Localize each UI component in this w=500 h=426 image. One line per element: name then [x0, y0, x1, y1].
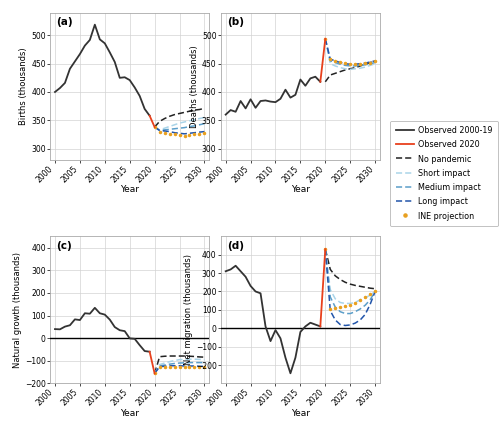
- Y-axis label: Births (thousands): Births (thousands): [20, 48, 28, 125]
- X-axis label: Year: Year: [291, 185, 310, 195]
- Text: (a): (a): [56, 17, 73, 27]
- Y-axis label: Natural growth (thousands): Natural growth (thousands): [13, 252, 22, 368]
- Text: (b): (b): [227, 17, 244, 27]
- Y-axis label: Net migration (thousands): Net migration (thousands): [184, 254, 193, 366]
- X-axis label: Year: Year: [120, 185, 139, 195]
- X-axis label: Year: Year: [291, 409, 310, 418]
- Text: (c): (c): [56, 241, 72, 251]
- X-axis label: Year: Year: [120, 409, 139, 418]
- Y-axis label: Deaths (thousands): Deaths (thousands): [190, 45, 199, 128]
- Legend: Observed 2000-19, Observed 2020, No pandemic, Short impact, Medium impact, Long : Observed 2000-19, Observed 2020, No pand…: [390, 121, 498, 226]
- Text: (d): (d): [227, 241, 244, 251]
